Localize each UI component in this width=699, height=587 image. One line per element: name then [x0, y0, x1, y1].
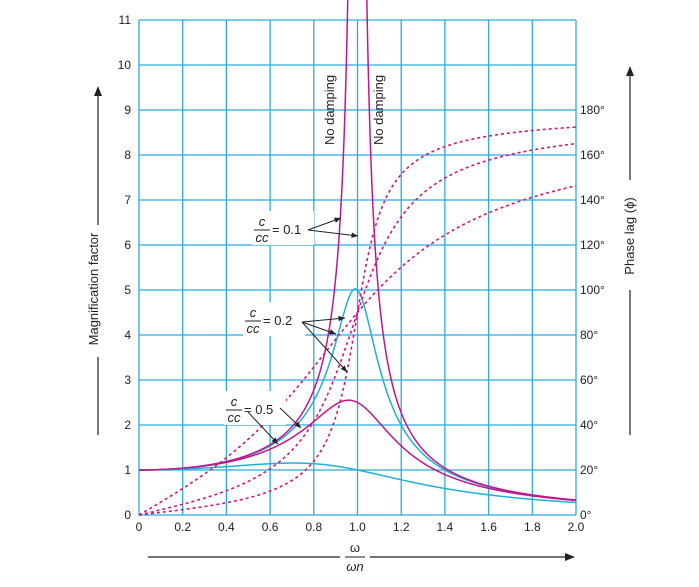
y-left-label-bg: [90, 225, 106, 357]
x-tick-label: 0.8: [305, 520, 322, 534]
y-left-axis-label: Magnification factor: [86, 232, 101, 345]
x-tick-label: 1.0: [349, 520, 366, 534]
y-right-tick-label: 140°: [580, 193, 605, 207]
labels: Magnification factor Phase lag (ϕ) ω ωn No d…: [86, 66, 638, 580]
phase-curve-zeta-0-5: [138, 185, 577, 516]
arrow-0-2-a-head: [329, 329, 336, 335]
arrow-0-2-b-line: [301, 317, 346, 323]
arrow-0-5-b-line: [247, 411, 279, 445]
no-damping-label-right: No damping: [371, 75, 386, 145]
y-left-tick-label: 10: [118, 58, 132, 72]
y-right-tick-label: 80°: [580, 328, 598, 342]
arrow-0-1-phase-head: [351, 232, 358, 238]
curves: [138, 0, 577, 516]
y-right-tick-label: 180°: [580, 103, 605, 117]
x-label-bg: [340, 540, 370, 580]
ratio-label-0-2-value: = 0.2: [263, 313, 292, 328]
arrow-0-5-a-head: [294, 421, 301, 428]
x-tick-label: 2.0: [568, 520, 585, 534]
y-left-tick-label: 7: [124, 193, 131, 207]
ratio-label-0-5-value: = 0.5: [244, 402, 273, 417]
y-left-tick-label: 6: [124, 238, 131, 252]
y-left-tick-label: 4: [124, 328, 131, 342]
y-left-tick-label: 8: [124, 148, 131, 162]
ratio-label-0-1-value: = 0.1: [272, 222, 301, 237]
x-tick-label: 1.2: [393, 520, 410, 534]
ratio-label-0-2-numerator: c: [250, 305, 257, 320]
y-right-tick-label: 60°: [580, 373, 598, 387]
y-right-label-bg: [622, 180, 638, 290]
x-tick-label: 1.8: [524, 520, 541, 534]
y-left-tick-label: 1: [124, 463, 131, 477]
arrow-0-2-c-head: [340, 365, 347, 372]
arrow-0-1-mag-head: [334, 217, 341, 223]
ratio-label-0-1-bg: [252, 211, 314, 245]
x-tick-label: 0.2: [174, 520, 191, 534]
y-right-tick-label: 100°: [580, 283, 605, 297]
y-left-axis-arrowhead: [94, 86, 102, 96]
x-tick-label: 1.4: [437, 520, 454, 534]
ticks: 0 0.2 0.4 0.6 0.8 1.0 1.2 1.4 1.6 1.8 2.0 0 1 2 3 4 5 6 7 8…: [118, 13, 605, 534]
x-axis-label-denominator: ωn: [346, 559, 363, 574]
y-right-tick-label: 20°: [580, 463, 598, 477]
no-damping-curve-right: [366, 0, 577, 501]
arrow-0-5-b-head: [271, 437, 278, 444]
no-damping-curve-left: [139, 0, 349, 471]
x-axis-arrowhead: [565, 553, 575, 561]
x-tick-label: 1.6: [480, 520, 497, 534]
arrow-0-2-b-head: [338, 315, 345, 322]
arrow-0-2-c-line: [301, 321, 348, 373]
y-left-tick-label: 5: [124, 283, 131, 297]
magnification-curve-zeta-0-5: [139, 462, 577, 504]
grid: [138, 19, 577, 516]
x-tick-label: 0.6: [262, 520, 279, 534]
x-tick-label: 0: [136, 520, 143, 534]
y-right-tick-label: 120°: [580, 238, 605, 252]
y-right-tick-label: 40°: [580, 418, 598, 432]
y-right-axis-label: Phase lag (ϕ): [622, 197, 637, 274]
ratio-label-0-2-denominator: cc: [247, 321, 261, 336]
ratio-label-0-2-bg: [243, 302, 305, 336]
arrow-0-1-phase-line: [307, 229, 359, 237]
no-damping-label-left: No damping: [322, 75, 337, 145]
x-axis-label-numerator: ω: [350, 540, 360, 555]
x-tick-label: 0.4: [218, 520, 235, 534]
y-right-tick-label: 0°: [580, 508, 592, 522]
y-right-tick-label: 160°: [580, 148, 605, 162]
y-right-axis-arrowhead: [626, 66, 634, 76]
ratio-label-0-5-denominator: cc: [228, 410, 242, 425]
y-left-tick-label: 9: [124, 103, 131, 117]
y-left-tick-label: 0: [124, 508, 131, 522]
ratio-label-0-1-numerator: c: [259, 214, 266, 229]
y-left-tick-label: 11: [119, 13, 132, 27]
y-left-tick-label: 3: [124, 373, 131, 387]
y-left-tick-label: 2: [124, 418, 131, 432]
ratio-label-0-1-denominator: cc: [256, 230, 270, 245]
ratio-label-0-5-numerator: c: [231, 394, 238, 409]
